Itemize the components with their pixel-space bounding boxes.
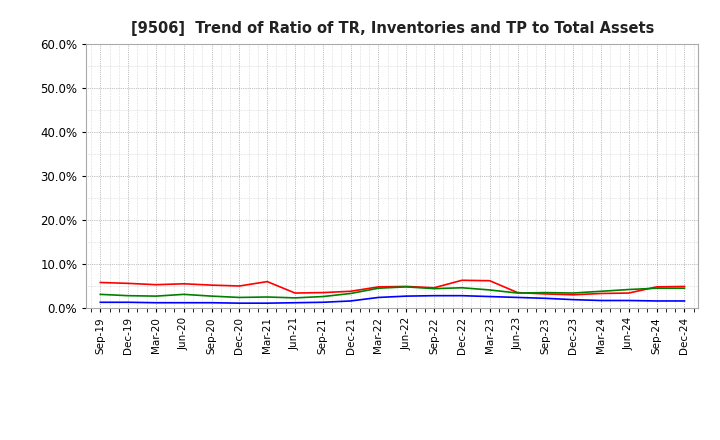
Trade Receivables — [207, 282, 216, 288]
Trade Receivables — [597, 291, 606, 296]
Trade Payables — [263, 294, 271, 300]
Trade Receivables — [152, 282, 161, 287]
Trade Payables — [458, 285, 467, 290]
Trade Receivables — [263, 279, 271, 284]
Trade Payables — [569, 290, 577, 296]
Trade Receivables — [485, 278, 494, 283]
Inventories — [179, 300, 188, 305]
Inventories — [652, 298, 661, 304]
Trade Payables — [597, 289, 606, 294]
Inventories — [96, 300, 104, 305]
Inventories — [597, 298, 606, 303]
Trade Payables — [124, 293, 132, 298]
Trade Receivables — [513, 290, 522, 295]
Inventories — [402, 293, 410, 299]
Trade Payables — [485, 287, 494, 293]
Trade Payables — [318, 294, 327, 299]
Inventories — [541, 296, 550, 301]
Inventories — [235, 301, 243, 306]
Line: Trade Payables: Trade Payables — [100, 287, 685, 298]
Trade Payables — [541, 290, 550, 295]
Trade Receivables — [541, 291, 550, 297]
Inventories — [430, 293, 438, 298]
Trade Receivables — [346, 289, 355, 294]
Inventories — [124, 300, 132, 305]
Trade Payables — [652, 286, 661, 291]
Trade Payables — [430, 286, 438, 291]
Trade Receivables — [652, 284, 661, 290]
Line: Trade Receivables: Trade Receivables — [100, 280, 685, 295]
Trade Receivables — [374, 284, 383, 290]
Inventories — [374, 295, 383, 300]
Trade Payables — [291, 295, 300, 301]
Inventories — [207, 300, 216, 305]
Trade Receivables — [458, 278, 467, 283]
Trade Receivables — [124, 281, 132, 286]
Trade Payables — [374, 286, 383, 291]
Trade Receivables — [569, 292, 577, 297]
Trade Payables — [346, 291, 355, 296]
Inventories — [485, 294, 494, 299]
Trade Receivables — [96, 280, 104, 285]
Inventories — [263, 301, 271, 306]
Trade Payables — [513, 290, 522, 296]
Trade Payables — [96, 292, 104, 297]
Title: [9506]  Trend of Ratio of TR, Inventories and TP to Total Assets: [9506] Trend of Ratio of TR, Inventories… — [131, 21, 654, 36]
Inventories — [318, 300, 327, 305]
Inventories — [346, 298, 355, 304]
Inventories — [680, 298, 689, 304]
Trade Payables — [207, 293, 216, 299]
Trade Payables — [235, 295, 243, 300]
Line: Inventories: Inventories — [100, 296, 685, 303]
Trade Receivables — [430, 285, 438, 290]
Inventories — [458, 293, 467, 298]
Inventories — [291, 300, 300, 305]
Trade Payables — [152, 293, 161, 299]
Inventories — [624, 298, 633, 303]
Inventories — [152, 300, 161, 305]
Inventories — [513, 295, 522, 300]
Trade Payables — [402, 284, 410, 290]
Trade Payables — [680, 286, 689, 291]
Trade Receivables — [179, 281, 188, 286]
Trade Receivables — [291, 290, 300, 296]
Trade Payables — [179, 292, 188, 297]
Trade Receivables — [680, 284, 689, 289]
Inventories — [569, 297, 577, 302]
Trade Receivables — [235, 283, 243, 289]
Trade Payables — [624, 287, 633, 292]
Trade Receivables — [402, 284, 410, 289]
Trade Receivables — [318, 290, 327, 295]
Trade Receivables — [624, 290, 633, 296]
